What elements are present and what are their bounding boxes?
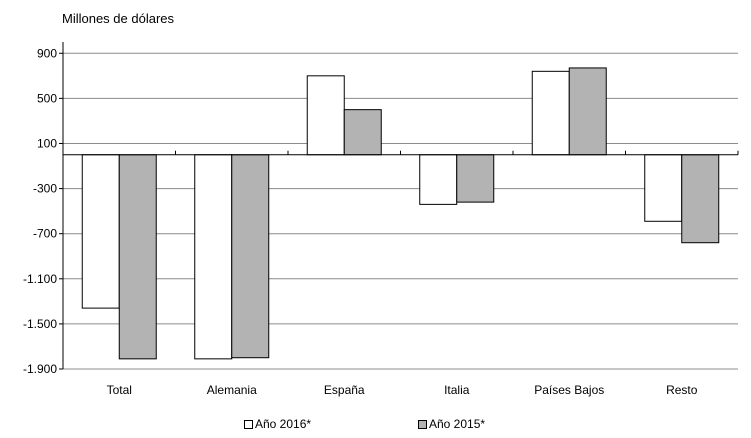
bar-2015: [456, 154, 495, 203]
bar-2015: [568, 67, 607, 156]
legend-swatch-2016: [244, 419, 253, 429]
legend-label-2015: Año 2015*: [429, 417, 486, 431]
x-tick-label: Países Bajos: [534, 383, 604, 397]
y-tick-label: -1.500: [23, 317, 57, 331]
bar-2016: [194, 154, 233, 360]
y-tick-label: 500: [37, 91, 57, 105]
bar-2015: [343, 109, 382, 156]
bar-2016: [306, 75, 345, 156]
x-tick-label: España: [324, 383, 365, 397]
bar-2016: [644, 154, 683, 222]
legend-label-2016: Año 2016*: [255, 417, 312, 431]
y-tick-label: -1.100: [23, 272, 57, 286]
bar-2016: [419, 154, 458, 205]
x-tick-label: Alemania: [207, 383, 257, 397]
bar-2015: [118, 154, 157, 360]
y-tick-label: -300: [33, 182, 57, 196]
x-tick-label: Resto: [666, 383, 698, 397]
bar-2016: [81, 154, 120, 309]
legend-item-2015: Año 2015*: [418, 417, 485, 431]
x-tick-label: Total: [107, 383, 132, 397]
bar-2015: [231, 154, 270, 359]
y-tick-label: -1.900: [23, 362, 57, 376]
y-tick-label: 900: [37, 46, 57, 60]
bar-2015: [681, 154, 720, 244]
y-tick-label: 100: [37, 136, 57, 150]
y-tick-label: -700: [33, 227, 57, 241]
legend-item-2016: Año 2016*: [244, 417, 311, 431]
y-axis-unit-label: Millones de dólares: [62, 11, 175, 26]
bar-2016: [531, 70, 570, 156]
x-tick-label: Italia: [444, 383, 470, 397]
legend-swatch-2015: [418, 419, 427, 429]
